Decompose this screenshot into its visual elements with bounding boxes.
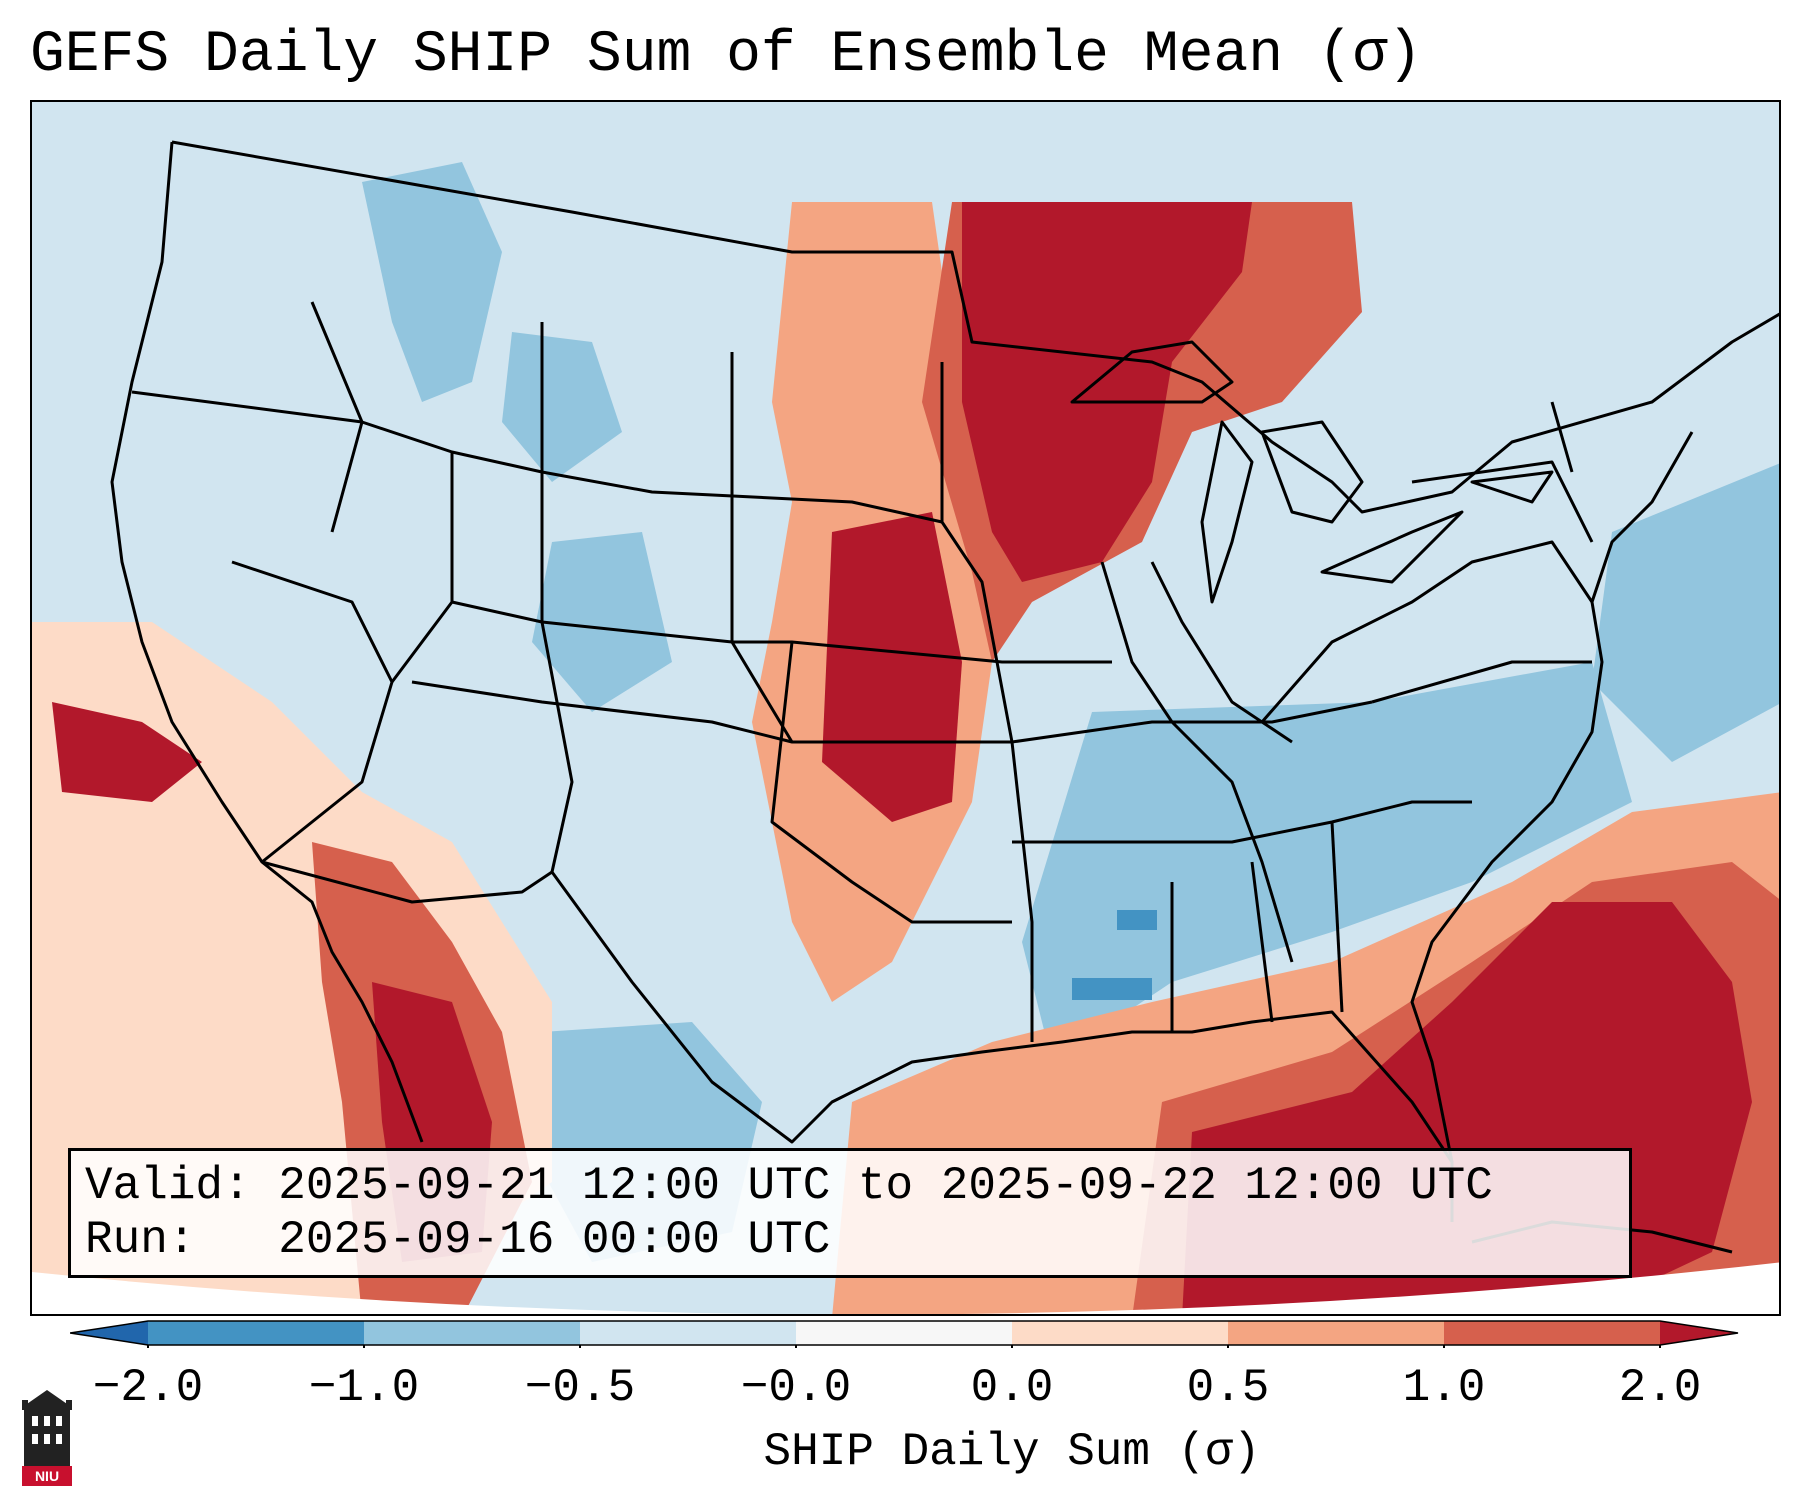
- run-label: Run:: [85, 1214, 196, 1266]
- colorbar-tick-label: −0.5: [524, 1362, 636, 1414]
- colorbar-bin-2: [364, 1321, 580, 1345]
- validity-info-box: Valid: 2025-09-21 12:00 UTC to 2025-09-2…: [68, 1148, 1632, 1278]
- anomaly-pacific-max: [52, 702, 202, 802]
- colorbar-tick-label: 0.5: [1186, 1362, 1270, 1414]
- anomaly-upper-midwest-max: [962, 202, 1252, 582]
- valid-label: Valid:: [85, 1160, 251, 1212]
- colorbar-tick-label: −0.0: [740, 1362, 852, 1414]
- anomaly-strong-negative-patches: [1072, 910, 1157, 1000]
- colorbar-extend-high: [1660, 1321, 1738, 1345]
- colorbar: [70, 1320, 1739, 1348]
- colorbar-bin-5: [1012, 1321, 1228, 1345]
- boundary-lines: [110, 140, 1779, 1254]
- colorbar-ticks: [147, 1345, 1661, 1348]
- colorbar-tick-label: 2.0: [1618, 1362, 1702, 1414]
- colorbar-bin-1: [148, 1321, 364, 1345]
- run-value: 2025-09-16 00:00 UTC: [278, 1214, 831, 1266]
- valid-value: 2025-09-21 12:00 UTC to 2025-09-22 12:00…: [278, 1160, 1493, 1212]
- anomaly-plains-max: [822, 512, 962, 822]
- anomaly-negative-patches: [362, 162, 1779, 1262]
- niu-logo-text: NIU: [22, 1466, 72, 1486]
- colorbar-bin-3: [580, 1321, 796, 1345]
- colorbar-bin-7: [1444, 1321, 1660, 1345]
- colorbar-bin-6: [1228, 1321, 1444, 1345]
- colorbar-tick-label: 1.0: [1402, 1362, 1486, 1414]
- figure-title: GEFS Daily SHIP Sum of Ensemble Mean (σ): [30, 23, 1423, 88]
- colorbar-tick-label: 0.0: [970, 1362, 1054, 1414]
- niu-tower-icon: [22, 1390, 72, 1466]
- projection-edge: [32, 1262, 1779, 1314]
- anomaly-map: [32, 102, 1779, 1314]
- colorbar-tick-label: −2.0: [92, 1362, 204, 1414]
- colorbar-extend-low: [70, 1321, 148, 1345]
- run-row: Run: 2025-09-16 00:00 UTC: [85, 1213, 1615, 1267]
- niu-logo: NIU: [18, 1386, 76, 1488]
- valid-row: Valid: 2025-09-21 12:00 UTC to 2025-09-2…: [85, 1159, 1615, 1213]
- colorbar-bin-4: [796, 1321, 1012, 1345]
- map-panel: [30, 100, 1781, 1316]
- colorbar-tick-label: −1.0: [308, 1362, 420, 1414]
- colorbar-label: SHIP Daily Sum (σ): [763, 1426, 1261, 1478]
